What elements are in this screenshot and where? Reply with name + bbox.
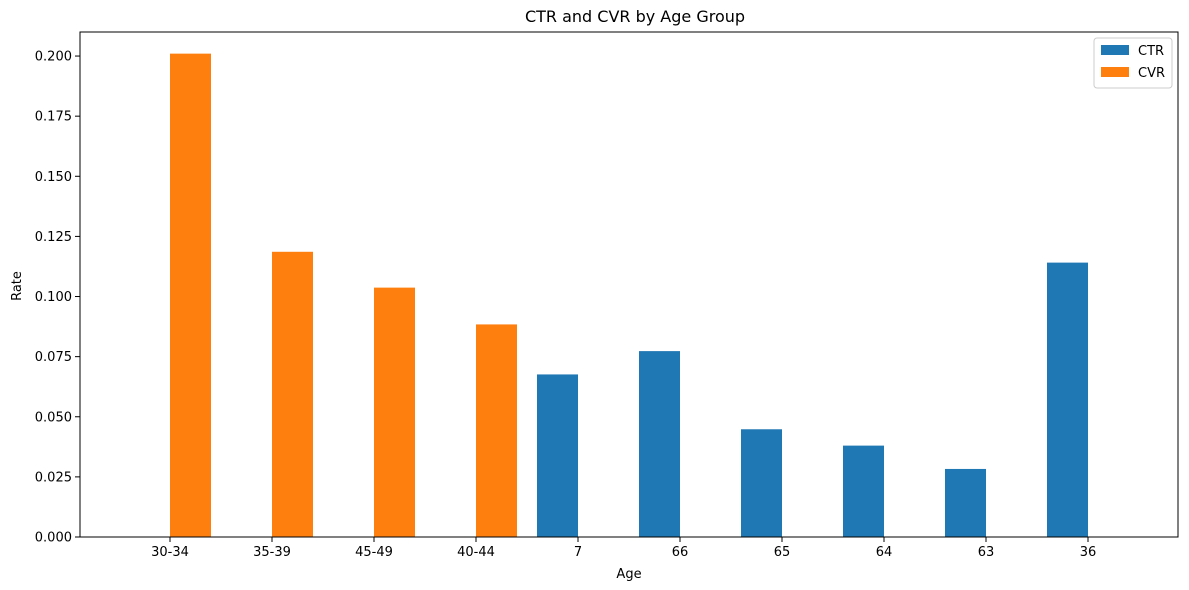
y-tick-label: 0.025 xyxy=(35,470,72,485)
x-tick-label: 40-44 xyxy=(457,545,495,560)
legend-label-ctr: CTR xyxy=(1138,44,1164,59)
y-tick-label: 0.200 xyxy=(35,50,72,65)
legend-swatch-ctr xyxy=(1101,45,1129,55)
y-tick-label: 0.150 xyxy=(35,170,72,185)
x-tick-label: 35-39 xyxy=(253,545,291,560)
y-tick-label: 0.125 xyxy=(35,230,72,245)
x-tick-label: 7 xyxy=(574,545,582,560)
bar-cvr-1 xyxy=(272,251,313,538)
bar-cvr-2 xyxy=(374,287,415,537)
x-axis-title: Age xyxy=(616,567,641,582)
y-tick-label: 0.175 xyxy=(35,110,72,125)
bar-ctr-8 xyxy=(945,468,986,537)
x-tick-label: 64 xyxy=(876,545,893,560)
chart-title: CTR and CVR by Age Group xyxy=(525,7,745,26)
y-tick-label: 0.100 xyxy=(35,290,72,305)
x-tick-label: 66 xyxy=(672,545,689,560)
y-axis: 0.000 0.025 0.050 0.075 0.100 0.125 0.150 0.175… xyxy=(35,50,80,546)
plot-frame xyxy=(79,31,1179,538)
legend-label-cvr: CVR xyxy=(1138,66,1165,81)
bar-ctr-9 xyxy=(1047,262,1088,537)
x-tick-label: 30-34 xyxy=(151,545,189,560)
legend: CTR CVR xyxy=(1093,37,1173,89)
plot-area xyxy=(79,31,1179,538)
legend-swatch-cvr xyxy=(1101,67,1129,77)
x-tick-label: 63 xyxy=(978,545,995,560)
bar-ctr-7 xyxy=(843,445,884,537)
y-tick-label: 0.075 xyxy=(35,350,72,365)
bar-ctr-6 xyxy=(741,429,782,537)
y-axis-title: Rate xyxy=(10,271,25,301)
bar-cvr-3 xyxy=(476,324,517,537)
y-tick-label: 0.000 xyxy=(35,531,72,546)
x-tick-label: 36 xyxy=(1080,545,1097,560)
bar-cvr-0 xyxy=(170,53,211,538)
bar-ctr-4 xyxy=(537,374,578,537)
y-tick-label: 0.050 xyxy=(35,410,72,425)
x-tick-label: 45-49 xyxy=(355,545,393,560)
x-tick-label: 65 xyxy=(774,545,791,560)
bar-ctr-5 xyxy=(639,351,680,537)
x-axis: 30-34 35-39 45-49 40-44 7 66 65 64 63 36 xyxy=(151,537,1096,560)
